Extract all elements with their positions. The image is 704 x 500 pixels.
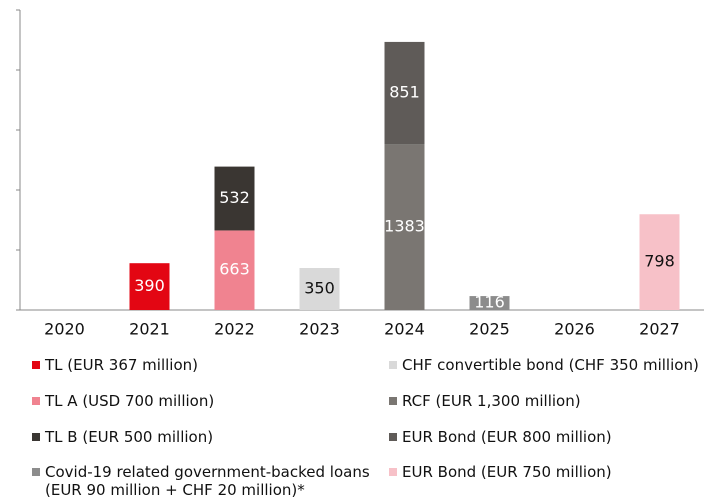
data-label: 532 <box>219 188 250 207</box>
legend-item: EUR Bond (EUR 800 million) <box>389 428 704 446</box>
legend-label: EUR Bond (EUR 750 million) <box>402 463 612 481</box>
legend-item: TL (EUR 367 million) <box>32 356 387 374</box>
data-label: 798 <box>644 252 675 271</box>
x-tick-label: 2025 <box>469 320 510 339</box>
x-tick-label: 2024 <box>384 320 425 339</box>
legend-swatch <box>32 468 40 476</box>
legend-swatch <box>32 433 40 441</box>
legend-swatch <box>389 468 397 476</box>
legend-label: EUR Bond (EUR 800 million) <box>402 428 612 446</box>
bar-segment <box>469 296 510 310</box>
data-label: 1383 <box>384 217 425 236</box>
data-label: 116 <box>474 293 505 312</box>
x-tick-label: 2020 <box>44 320 85 339</box>
legend-item: RCF (EUR 1,300 million) <box>389 392 704 410</box>
legend-item: TL A (USD 700 million) <box>32 392 387 410</box>
bar-segment <box>129 263 170 310</box>
legend-label: TL A (USD 700 million) <box>45 392 215 410</box>
bar-segment <box>384 41 425 145</box>
legend-label: TL B (EUR 500 million) <box>45 428 214 446</box>
legend-label: TL (EUR 367 million) <box>45 356 199 374</box>
x-tick-label: 2023 <box>299 320 340 339</box>
data-label: 851 <box>389 82 420 101</box>
legend-label: Covid-19 related government-backed loans… <box>45 463 370 499</box>
data-label: 390 <box>134 276 165 295</box>
bar-segment <box>384 144 425 310</box>
bar-segment <box>214 230 255 310</box>
legend-swatch <box>32 397 40 405</box>
data-label: 663 <box>219 260 250 279</box>
legend-item: Covid-19 related government-backed loans… <box>32 463 387 499</box>
legend-swatch <box>32 361 40 369</box>
legend-label: CHF convertible bond (CHF 350 million) <box>402 356 699 374</box>
legend-swatch <box>389 433 397 441</box>
legend-item: CHF convertible bond (CHF 350 million) <box>389 356 704 374</box>
legend-item: TL B (EUR 500 million) <box>32 428 387 446</box>
x-tick-label: 2026 <box>554 320 595 339</box>
bar-segment <box>299 268 340 310</box>
chart: 2020 2021 2022 2023 2024 2025 2026 2027 390 663 53… <box>16 9 704 339</box>
x-tick-label: 2027 <box>639 320 680 339</box>
data-label: 350 <box>304 279 335 298</box>
legend-swatch <box>389 397 397 405</box>
bar-segment <box>639 214 680 310</box>
x-tick-label: 2022 <box>214 320 255 339</box>
legend-label: RCF (EUR 1,300 million) <box>402 392 581 410</box>
legend-swatch <box>389 361 397 369</box>
legend-item: EUR Bond (EUR 750 million) <box>389 463 704 481</box>
x-tick-label: 2021 <box>129 320 170 339</box>
bar-segment <box>214 166 255 231</box>
